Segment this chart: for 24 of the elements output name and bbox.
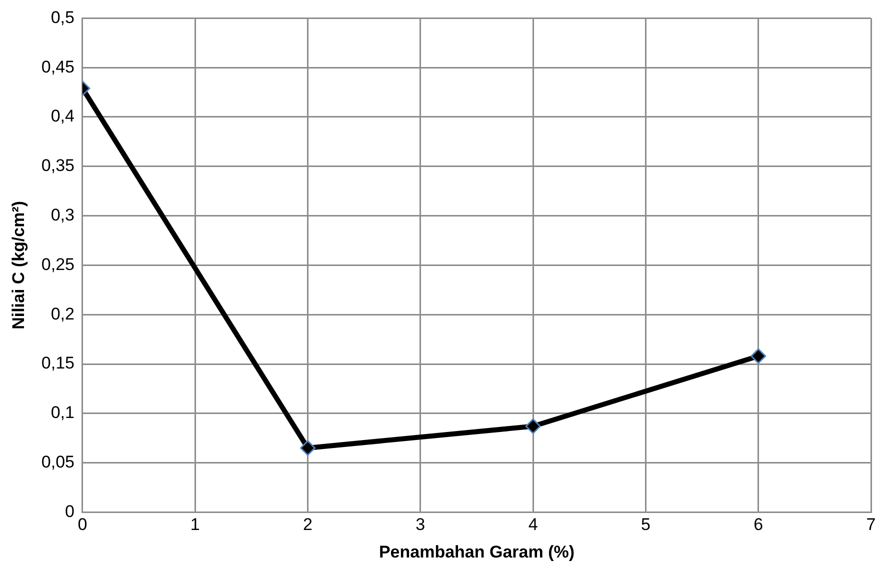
y-tick-label: 0,5 <box>50 8 74 27</box>
x-tick-label: 1 <box>190 515 200 534</box>
point <box>750 348 766 364</box>
y-tick-label: 0,2 <box>50 304 74 324</box>
x-tick-label: 5 <box>640 515 650 534</box>
x-axis-title: Penambahan Garam (%) <box>378 542 575 562</box>
y-tick-label: 0,4 <box>50 106 74 126</box>
point <box>300 440 316 456</box>
y-tick-label: 0,45 <box>41 57 74 76</box>
y-tick-label: 0 <box>65 502 74 521</box>
y-tick-label: 0,15 <box>41 354 74 373</box>
y-tick-label: 0,35 <box>41 156 74 176</box>
x-tick-label: 6 <box>754 515 764 534</box>
x-tick-label: 0 <box>78 515 88 534</box>
y-tick-label: 0,3 <box>50 205 74 224</box>
x-tick-label: 3 <box>416 515 426 534</box>
x-tick-label: 7 <box>866 515 876 534</box>
x-tick-label: 2 <box>303 515 313 534</box>
y-tick-label: 0,1 <box>50 403 74 422</box>
y-axis-title: Niliai C (kg/cm²) <box>8 200 28 330</box>
y-tick-label: 0,05 <box>41 452 74 472</box>
y-tick-label: 0,25 <box>41 254 74 274</box>
x-tick-label: 4 <box>528 515 538 534</box>
point <box>525 418 541 434</box>
